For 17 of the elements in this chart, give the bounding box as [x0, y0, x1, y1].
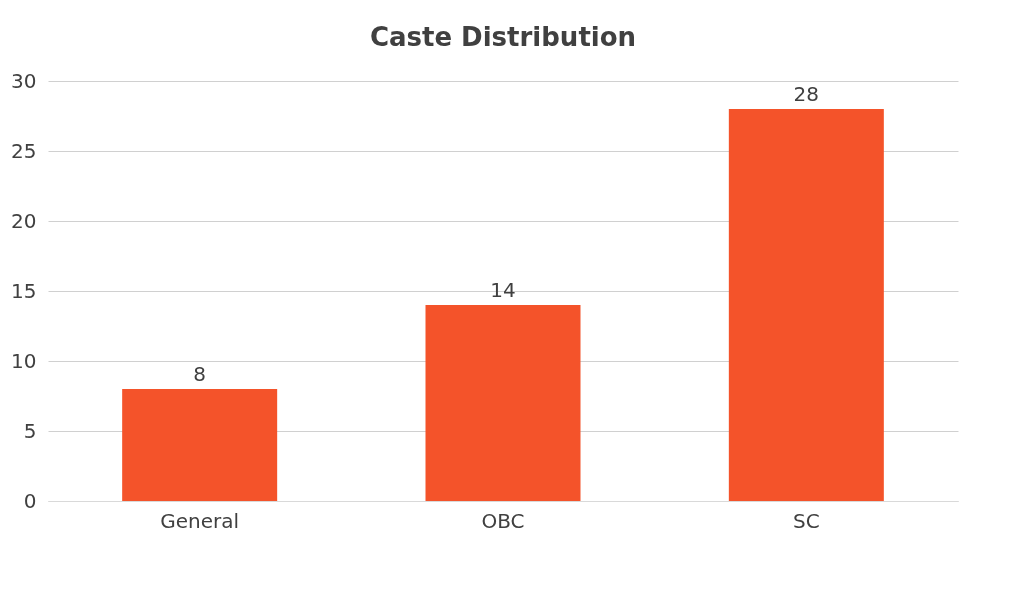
x-tick-label: General: [160, 508, 240, 533]
data-label: 14: [490, 278, 516, 302]
y-tick-label: 0: [23, 488, 37, 513]
x-tick-label: OBC: [481, 508, 525, 533]
bar: [728, 109, 884, 501]
y-tick-label: 10: [11, 348, 37, 373]
data-label: 28: [793, 82, 820, 106]
y-tick-label: 15: [11, 278, 37, 303]
y-tick-label: 25: [11, 138, 37, 163]
chart-title: Caste Distribution: [369, 22, 637, 52]
x-tick-label: SC: [793, 508, 820, 533]
y-tick-label: 20: [11, 208, 37, 233]
y-tick-label: 5: [23, 418, 37, 443]
bar: [425, 305, 581, 501]
bar: [122, 389, 278, 501]
data-label: 8: [193, 362, 207, 386]
y-tick-label: 30: [11, 68, 37, 93]
